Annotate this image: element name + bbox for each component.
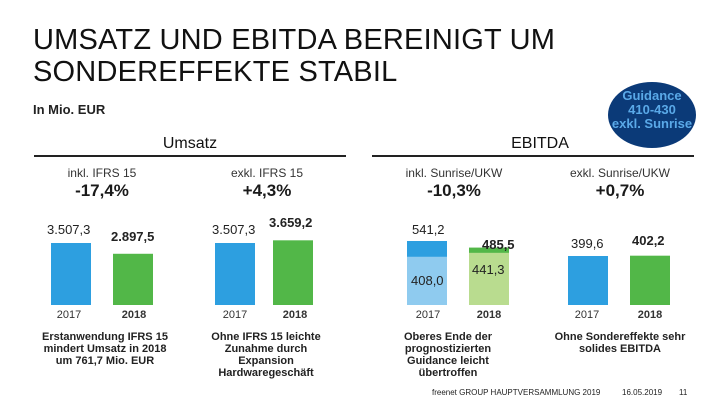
col-head-1: inkl. IFRS 15 xyxy=(67,166,137,180)
year-label-4-2018: 2018 xyxy=(637,309,663,321)
guidance-line-2: 410-430 xyxy=(628,102,676,117)
col-head-4: exkl. Sunrise/UKW xyxy=(569,166,671,180)
bar-1-2017 xyxy=(51,243,91,305)
inner-label-3-2018: 441,3 xyxy=(472,262,505,277)
col-change-2: +4,3% xyxy=(242,181,292,200)
guidance-line-1: Guidance xyxy=(622,88,682,103)
note-1-line-2: mindert Umsatz in 2018 xyxy=(43,343,167,355)
section-title-umsatz: Umsatz xyxy=(162,135,218,152)
year-label-3-2018: 2018 xyxy=(476,309,502,321)
col-change-3: -10,3% xyxy=(427,181,481,200)
note-1: Erstanwendung IFRS 15 mindert Umsatz in … xyxy=(30,331,180,367)
bar-2-2017 xyxy=(215,243,255,305)
inner-bar-3-2017 xyxy=(407,256,447,305)
col-change-4: +0,7% xyxy=(595,181,645,200)
year-label-2-2017: 2017 xyxy=(222,309,248,321)
value-label-3-2018: 485,5 xyxy=(482,237,515,252)
note-4: Ohne Sondereffekte sehr solides EBITDA xyxy=(540,331,700,355)
guidance-badge: Guidance 410-430 exkl. Sunrise xyxy=(608,82,696,148)
note-3-line-3: Guidance leicht xyxy=(407,355,489,367)
note-3-line-4: übertroffen xyxy=(418,367,478,379)
footer-page-number: 11 xyxy=(679,388,688,397)
col-head-3: inkl. Sunrise/UKW xyxy=(405,166,503,180)
year-label-1-2018: 2018 xyxy=(121,309,147,321)
year-label-3-2017: 2017 xyxy=(415,309,441,321)
year-label-2-2018: 2018 xyxy=(282,309,308,321)
note-2-line-4: Hardwaregeschäft xyxy=(218,367,314,379)
note-2-line-1: Ohne IFRS 15 leichte xyxy=(211,331,321,343)
note-3-line-2: prognostizierten xyxy=(404,343,492,355)
footer-company: freenet GROUP HAUPTVERSAMMLUNG 2019 xyxy=(432,388,601,397)
note-2-line-3: Expansion xyxy=(238,355,294,367)
bar-1-2018 xyxy=(113,253,153,305)
page-title: UMSATZ UND EBITDA BEREINIGT UM SONDEREFF… xyxy=(33,24,555,88)
footer-date: 16.05.2019 xyxy=(622,388,663,397)
title-line-1: UMSATZ UND EBITDA BEREINIGT UM xyxy=(33,24,556,56)
note-2-line-2: Zunahme durch xyxy=(224,343,308,355)
bar-4-2017 xyxy=(568,256,608,305)
section-rule-ebitda xyxy=(372,155,694,157)
bar-4-2018 xyxy=(630,255,670,305)
bar-2-2018 xyxy=(273,240,313,305)
note-2: Ohne IFRS 15 leichte Zunahme durch Expan… xyxy=(196,331,336,379)
year-label-1-2017: 2017 xyxy=(56,309,82,321)
value-label-1-2017: 3.507,3 xyxy=(47,222,91,237)
value-label-1-2018: 2.897,5 xyxy=(111,229,155,244)
inner-bar-3-2018 xyxy=(469,252,509,305)
note-3: Oberes Ende der prognostizierten Guidanc… xyxy=(388,331,508,379)
value-label-3-2017: 541,2 xyxy=(412,222,445,237)
value-label-2-2018: 3.659,2 xyxy=(269,215,313,230)
col-change-1: -17,4% xyxy=(75,181,129,200)
note-1-line-1: Erstanwendung IFRS 15 xyxy=(42,331,168,343)
section-rule-umsatz xyxy=(34,155,346,157)
year-label-4-2017: 2017 xyxy=(574,309,600,321)
guidance-line-3: exkl. Sunrise xyxy=(611,116,693,131)
unit-label: In Mio. EUR xyxy=(33,102,106,117)
value-label-4-2018: 402,2 xyxy=(632,233,665,248)
note-4-line-2: solides EBITDA xyxy=(579,343,661,355)
value-label-4-2017: 399,6 xyxy=(571,236,604,251)
section-title-ebitda: EBITDA xyxy=(511,135,569,152)
col-head-2: exkl. IFRS 15 xyxy=(230,166,304,180)
title-line-2: SONDEREFFEKTE STABIL xyxy=(33,56,398,88)
note-1-line-3: um 761,7 Mio. EUR xyxy=(55,355,155,367)
note-3-line-1: Oberes Ende der xyxy=(403,331,493,343)
value-label-2-2017: 3.507,3 xyxy=(212,222,256,237)
inner-label-3-2017: 408,0 xyxy=(411,273,444,288)
note-4-line-1: Ohne Sondereffekte sehr xyxy=(554,331,686,343)
